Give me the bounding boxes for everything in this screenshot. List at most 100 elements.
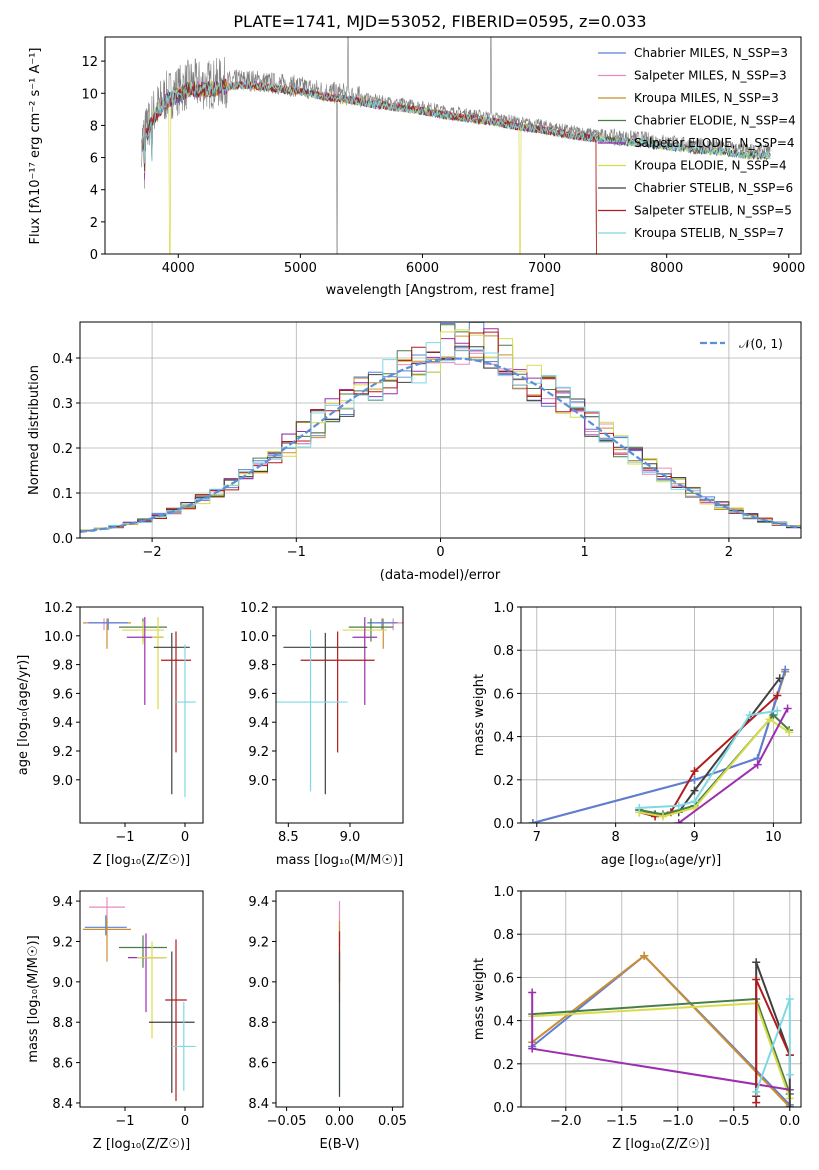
spectrum-plot [141, 37, 771, 254]
x-tick-label: 0.0 [779, 1114, 800, 1129]
y-tick-label: 0.4 [493, 1015, 514, 1030]
y-tick-label: 10.2 [44, 601, 73, 616]
normal-curve [80, 357, 801, 533]
x-tick-label: 0 [181, 1114, 189, 1129]
x-tick-label: 0.05 [378, 1114, 407, 1129]
x-tick-label: 7000 [528, 261, 561, 276]
y-axis-label: mass [log₁₀(M/M☉)] [26, 935, 41, 1062]
axes-frame [520, 606, 802, 824]
y-tick-label: 9.8 [248, 659, 269, 674]
weight-marker [769, 711, 778, 719]
x-tick-label: 8 [612, 830, 620, 845]
y-axis-label: mass weight [472, 958, 487, 1040]
y-tick-label: 10.2 [240, 601, 269, 616]
axes-frame [79, 321, 802, 539]
y-tick-label: 8.8 [248, 1016, 269, 1031]
weight-line [639, 677, 781, 816]
chart-title: PLATE=1741, MJD=53052, FIBERID=0595, z=0… [233, 12, 646, 31]
axes-frame [275, 606, 404, 824]
y-tick-label: 9.8 [52, 659, 73, 674]
x-axis-label: Z [log₁₀(Z/Z☉)] [612, 1137, 709, 1152]
y-tick-label: 8 [90, 119, 98, 134]
y-tick-label: 9.2 [248, 935, 269, 950]
legend-label: Kroupa ELODIE, N_SSP=4 [634, 159, 787, 173]
y-tick-label: 12 [81, 55, 98, 70]
legend-label: Chabrier MILES, N_SSP=3 [634, 46, 788, 60]
y-tick-label: 0.2 [52, 442, 73, 457]
weight-marker [658, 812, 667, 821]
y-tick-label: 0.8 [493, 644, 514, 659]
errorbar-plot [83, 897, 196, 1101]
y-tick-label: 8.6 [248, 1057, 269, 1072]
y-tick-label: 9.0 [248, 976, 269, 991]
weight-plot [528, 951, 794, 1107]
x-axis-label: mass [log₁₀(M/M☉)] [276, 853, 403, 868]
x-tick-label: −1.0 [662, 1114, 694, 1129]
y-axis-label: Normed distribution [27, 365, 42, 495]
weight-marker [752, 1087, 761, 1096]
legend-label: Kroupa MILES, N_SSP=3 [634, 91, 779, 105]
weight-marker [752, 1098, 761, 1107]
y-tick-label: 0.6 [493, 971, 514, 986]
legend-label: Salpeter ELODIE, N_SSP=4 [634, 136, 795, 150]
weight-marker [528, 988, 537, 997]
weight-marker [783, 704, 792, 713]
weight-marker [752, 958, 761, 967]
weight-marker [690, 786, 699, 795]
model-spectrum-line [141, 80, 597, 254]
x-tick-label: 10 [765, 830, 782, 845]
histogram-step [80, 342, 801, 533]
weight-marker [745, 711, 754, 719]
x-tick-label: −1.5 [606, 1114, 638, 1129]
y-tick-label: 9.0 [248, 774, 269, 789]
weight-marker [773, 691, 782, 700]
x-tick-label: 9000 [772, 261, 805, 276]
weight-marker [640, 951, 649, 960]
weight-plot [528, 665, 794, 823]
weight-line [531, 954, 791, 1106]
weight-marker [528, 1044, 537, 1053]
weight-marker [781, 665, 790, 674]
y-tick-label: 0.1 [52, 487, 73, 502]
y-tick-label: 1.0 [493, 601, 514, 616]
x-tick-label: 8000 [650, 261, 683, 276]
y-tick-label: 2 [90, 216, 98, 231]
x-axis-label: wavelength [Angstrom, rest frame] [326, 283, 555, 298]
axes-frame [520, 890, 802, 1108]
y-tick-label: 10 [81, 87, 98, 102]
weight-marker [674, 801, 683, 810]
y-tick-label: 9.6 [248, 687, 269, 702]
legend-label: Salpeter STELIB, N_SSP=5 [634, 204, 792, 218]
weight-marker [773, 706, 782, 715]
weight-marker [765, 715, 774, 724]
y-tick-label: 0.0 [493, 1101, 514, 1116]
x-tick-label: 8.5 [278, 830, 299, 845]
y-tick-label: 9.0 [52, 976, 73, 991]
x-tick-label: 4000 [162, 261, 195, 276]
axes-frame [79, 606, 204, 824]
y-tick-label: 10.0 [240, 630, 269, 645]
y-tick-label: 0.2 [493, 774, 514, 789]
weight-marker [690, 767, 699, 776]
x-axis-label: (data-model)/error [380, 568, 501, 583]
y-tick-label: 4 [90, 184, 98, 199]
y-tick-label: 8.8 [52, 1016, 73, 1031]
y-tick-label: 6 [90, 152, 98, 167]
y-axis-label: Flux [fλ10⁻¹⁷ erg cm⁻² s⁻¹ A⁻¹] [28, 48, 43, 245]
y-tick-label: 9.6 [52, 687, 73, 702]
legend-label: Salpeter MILES, N_SSP=3 [634, 69, 787, 83]
weight-marker [753, 760, 762, 769]
legend-label: Chabrier STELIB, N_SSP=6 [634, 181, 793, 195]
model-spectrum-line [141, 80, 597, 254]
y-tick-label: 9.0 [52, 774, 73, 789]
errorbar-plot [83, 617, 196, 798]
y-tick-label: 0.4 [493, 731, 514, 746]
weight-marker [785, 728, 794, 737]
x-tick-label: −2.0 [550, 1114, 582, 1129]
weight-line [531, 992, 790, 1091]
weight-marker [785, 1103, 794, 1107]
y-axis-label: age [log₁₀(age/yr)] [16, 655, 31, 776]
x-tick-label: −1 [115, 830, 134, 845]
x-tick-label: 0 [181, 830, 189, 845]
